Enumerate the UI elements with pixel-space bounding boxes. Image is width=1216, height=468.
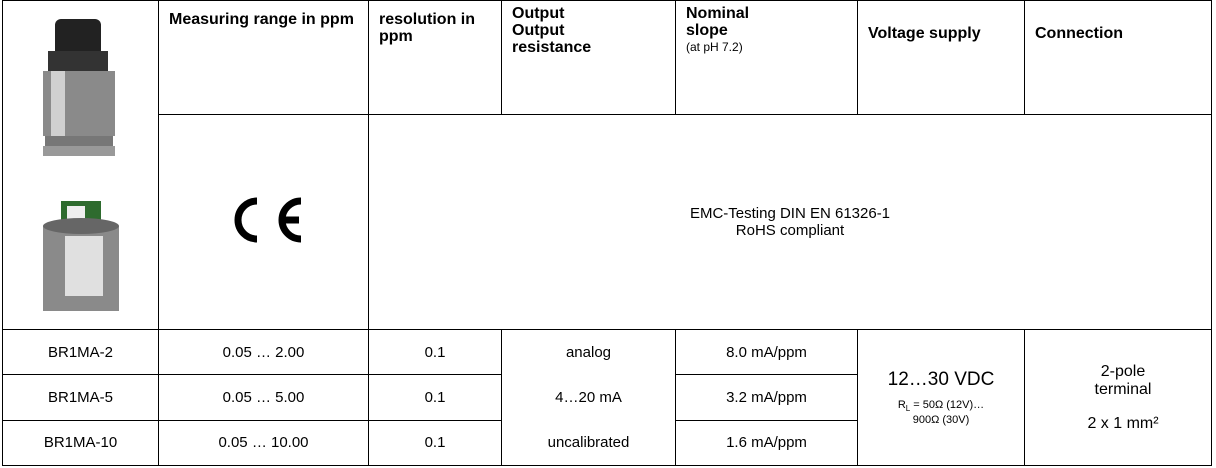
header-cell: Output Output resistance — [501, 0, 676, 115]
model: BR1MA-10 — [2, 419, 159, 467]
output-cell: analog 4…20 mA uncalibrated — [501, 329, 676, 466]
model: BR1MA-5 — [2, 374, 159, 421]
range: 0.05 … 10.00 — [158, 419, 369, 467]
header-cell: Nominal slope (at pH 7.2) — [675, 0, 858, 115]
text: Voltage supply — [868, 25, 981, 42]
header-cell: Measuring range in ppm — [158, 0, 369, 115]
voltage-cell: 12…30 VDC RL = 50Ω (12V)… 900Ω (30V) — [857, 329, 1025, 466]
text: 900Ω (30V) — [912, 413, 970, 426]
text: L — [905, 404, 911, 414]
text: (at pH 7.2) — [686, 40, 743, 54]
text: 2 x 1 mm² — [1087, 414, 1159, 432]
text: Measuring range in ppm — [169, 11, 354, 28]
text: 2-pole — [1100, 362, 1146, 380]
text: terminal — [1094, 380, 1152, 398]
resolution: 0.1 — [368, 419, 502, 467]
text: resistance — [512, 39, 592, 56]
certification-cell: EMC-Testing DIN EN 61326-1 RoHS compliant — [368, 114, 1212, 330]
output: analog — [565, 344, 612, 361]
product-image-cell — [2, 0, 159, 330]
resolution: 0.1 — [368, 328, 502, 376]
certification-text: EMC-Testing DIN EN 61326-1 — [689, 205, 891, 222]
resolution: 0.1 — [368, 374, 502, 421]
slope: 8.0 mA/ppm — [675, 328, 858, 376]
ce-mark-cell — [158, 114, 369, 330]
connection-cell: 2-pole terminal 2 x 1 mm² — [1024, 329, 1212, 466]
output: 4…20 mA — [555, 389, 622, 406]
output: uncalibrated — [547, 434, 630, 451]
ce-mark — [234, 197, 301, 243]
certification-text: RoHS compliant — [735, 222, 845, 239]
slope: 1.6 mA/ppm — [675, 419, 858, 467]
header-cell: resolution in ppm — [368, 0, 502, 115]
text: Output — [512, 5, 565, 22]
text: Nominal slope — [686, 5, 750, 39]
slope: 3.2 mA/ppm — [675, 374, 858, 421]
header-cell: Connection — [1024, 0, 1212, 115]
model: BR1MA-2 — [2, 328, 159, 376]
text: = 50Ω (12V)… — [910, 399, 985, 412]
text: R — [897, 399, 906, 412]
range: 0.05 … 5.00 — [158, 374, 369, 421]
header-cell: Voltage supply — [857, 0, 1025, 115]
text: Output — [512, 22, 565, 39]
text: 12…30 VDC — [887, 369, 995, 391]
range: 0.05 … 2.00 — [158, 328, 369, 376]
text: Connection — [1035, 25, 1123, 42]
product-image — [43, 18, 119, 311]
text: resolution in ppm — [379, 11, 475, 45]
